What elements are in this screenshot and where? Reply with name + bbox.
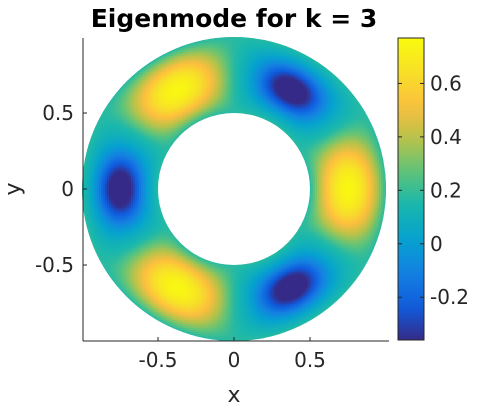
x-tick-label: 0.5 [294,348,326,372]
eigenmode-field [82,37,386,341]
y-tick-label: 0 [61,177,74,201]
colorbar-tick-label: 0.4 [430,125,462,149]
colorbar-tick-label: 0.2 [430,178,462,202]
colorbar-tick-label: 0 [430,232,443,256]
x-tick-label: 0 [228,348,241,372]
y-tick-label: 0.5 [42,101,74,125]
y-tick-label: -0.5 [35,253,74,277]
y-axis-label: y [1,182,26,195]
x-axis-label: x [227,383,240,408]
colorbar-tick-label: 0.6 [430,71,462,95]
colorbar-ticks: 0.6 0.4 0.2 0 -0.2 [398,71,469,309]
x-tick-label: -0.5 [138,348,177,372]
inner-hole [158,113,310,265]
chart-title: Eigenmode for k = 3 [91,4,378,33]
x-axis-ticks: -0.5 0 0.5 [138,337,326,372]
y-axis-ticks: 0.5 0 -0.5 [35,101,87,277]
colorbar-tick-label: -0.2 [430,285,469,309]
colorbar-scale [397,37,425,341]
plot-area [82,37,386,341]
colorbar: 0.6 0.4 0.2 0 -0.2 [397,37,469,341]
